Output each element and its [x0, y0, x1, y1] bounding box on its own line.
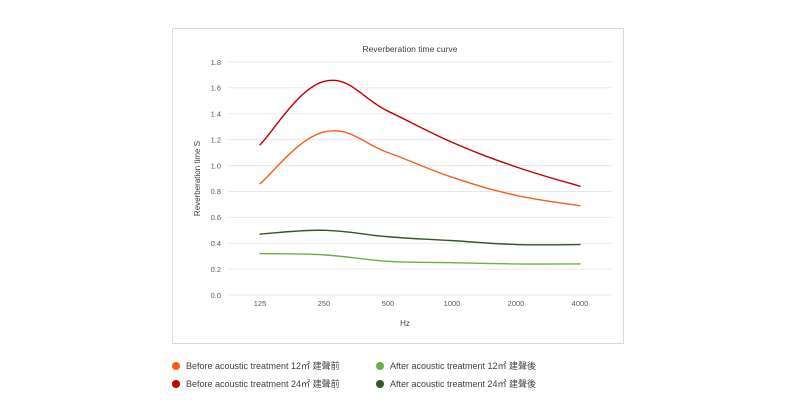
x-tick-label: 125 — [254, 299, 267, 308]
x-tick-label: 4000 — [572, 299, 589, 308]
y-tick-label: 0.0 — [211, 291, 221, 300]
chart-title: Reverberation time curve — [363, 44, 458, 54]
chart-frame — [172, 28, 624, 344]
x-axis-label: Hz — [400, 319, 410, 328]
y-tick-label: 1.0 — [211, 161, 221, 170]
y-axis-label: Reverberation time S — [193, 141, 202, 216]
y-tick-label: 1.6 — [211, 84, 221, 93]
y-tick-label: 0.2 — [211, 265, 221, 274]
series-line-1 — [259, 79, 581, 187]
x-tick-label: 250 — [318, 299, 331, 308]
legend-marker-2 — [376, 361, 384, 370]
legend-marker-0 — [172, 361, 180, 370]
series-line-0 — [259, 129, 581, 207]
legend-label-0: Before acoustic treatment 12㎡ 建聲前 — [186, 361, 340, 371]
legend-label-1: Before acoustic treatment 24㎡ 建聲前 — [186, 379, 340, 389]
x-tick-label: 2000 — [508, 299, 525, 308]
y-tick-label: 1.2 — [211, 135, 221, 144]
legend-item-series-1: Before acoustic treatment 24㎡ 建聲前 — [172, 377, 340, 390]
y-tick-label: 1.8 — [211, 58, 221, 67]
x-tick-label: 500 — [382, 299, 395, 308]
y-tick-label: 0.8 — [211, 187, 221, 196]
legend-item-series-0: Before acoustic treatment 12㎡ 建聲前 — [172, 359, 340, 372]
legend-item-series-3: After acoustic treatment 24㎡ 建聲後 — [376, 377, 536, 390]
y-tick-label: 0.6 — [211, 213, 221, 222]
legend-item-series-2: After acoustic treatment 12㎡ 建聲後 — [376, 359, 536, 372]
legend-label-2: After acoustic treatment 12㎡ 建聲後 — [390, 361, 537, 371]
y-tick-label: 0.4 — [211, 239, 221, 248]
x-tick-label: 1000 — [444, 299, 461, 308]
legend: Before acoustic treatment 12㎡ 建聲前 Before… — [172, 359, 624, 399]
series-line-2 — [259, 252, 581, 265]
legend-marker-1 — [172, 379, 180, 388]
y-tick-label: 1.4 — [211, 110, 221, 119]
legend-label-3: After acoustic treatment 24㎡ 建聲後 — [390, 379, 537, 389]
series-line-3 — [259, 229, 581, 246]
legend-marker-3 — [376, 379, 384, 388]
